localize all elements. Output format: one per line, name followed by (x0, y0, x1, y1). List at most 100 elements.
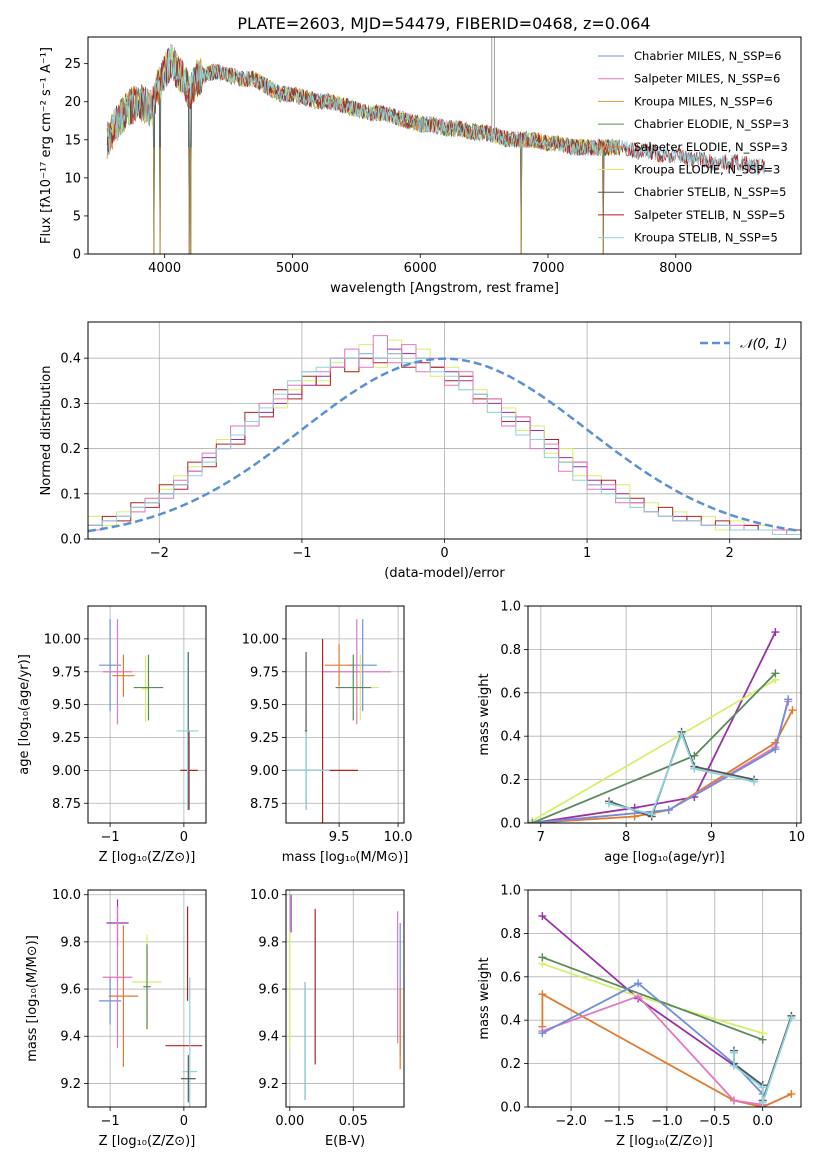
series-point (787, 1089, 796, 1098)
series-point (538, 953, 547, 962)
x-tick-label: 10.0 (384, 830, 413, 845)
x-tick-label: −1.0 (651, 1114, 683, 1129)
legend-label: Kroupa STELIB, N_SSP=5 (634, 231, 778, 245)
x-axis-label: Z [log₁₀(Z/Z⊙)] (616, 1134, 713, 1149)
series-point (677, 730, 686, 739)
y-tick-label: 9.25 (52, 731, 81, 746)
series-point (690, 751, 699, 760)
y-tick-label: 10.00 (242, 632, 279, 647)
series-point (758, 1098, 767, 1107)
y-tick-label: 0.4 (500, 730, 521, 745)
series-point (605, 799, 614, 808)
legend-label: Chabrier MILES, N_SSP=6 (634, 49, 781, 63)
y-tick-label: 0 (73, 248, 81, 263)
x-tick-label: 8 (622, 830, 630, 845)
x-axis-label: E(B-V) (325, 1134, 365, 1149)
legend-label: 𝒩(0, 1) (740, 337, 787, 352)
y-tick-label: 9.00 (52, 764, 81, 779)
y-tick-label: 0.1 (60, 487, 81, 502)
y-tick-label: 0.4 (60, 352, 81, 367)
series-point (771, 628, 780, 637)
series-line (531, 679, 776, 822)
y-tick-label: 10.0 (250, 888, 279, 903)
y-tick-label: 10.00 (44, 632, 81, 647)
y-tick-label: 0.0 (500, 1101, 521, 1116)
residuals-panel: −2 −1 0 1 2 0.0 0.1 0.2 0.3 0.4 (data-model)/error… (39, 321, 802, 581)
y-tick-label: 0.8 (500, 643, 521, 658)
y-tick-label: 9.2 (258, 1077, 279, 1092)
x-tick-label: 9 (707, 830, 715, 845)
y-tick-label: 9.6 (60, 983, 81, 998)
legend-label: Salpeter STELIB, N_SSP=5 (634, 208, 785, 222)
series-point (729, 1048, 738, 1057)
x-tick-label: 7000 (531, 261, 564, 276)
x-tick-label: −1 (292, 546, 311, 561)
x-tick-label: 5000 (276, 261, 309, 276)
y-tick-label: 9.50 (52, 698, 81, 713)
legend-label: Chabrier STELIB, N_SSP=5 (634, 185, 786, 199)
x-tick-label: −0.5 (699, 1114, 731, 1129)
y-tick-label: 1.0 (500, 600, 521, 615)
x-axis-label: age [log₁₀(age/yr)] (604, 850, 725, 865)
mass-vs-Z-panel: −1 0 9.2 9.4 9.6 9.8 10.0 Z [log₁₀(Z/Z⊙)] mass [… (25, 888, 207, 1149)
legend-label: Salpeter MILES, N_SSP=6 (634, 72, 780, 86)
series-point (750, 777, 759, 786)
x-tick-label: 4000 (148, 261, 181, 276)
series-point (538, 1029, 547, 1038)
x-tick-label: −1.5 (603, 1114, 635, 1129)
x-axis-label: wavelength [Angstrom, rest frame] (330, 281, 559, 296)
series-point (784, 695, 793, 704)
age-vs-mass-panel: 9.5 10.0 8.75 9.00 9.25 9.50 9.75 10.00 mass [lo… (242, 605, 413, 865)
histogram-series (88, 353, 801, 535)
y-tick-label: 9.6 (258, 983, 279, 998)
x-tick-label: −2.0 (555, 1114, 587, 1129)
series-point (729, 1096, 738, 1105)
y-axis-label: Flux [fλ10⁻¹⁷ erg cm⁻² s⁻¹ A⁻¹] (39, 47, 54, 244)
x-tick-label: 0 (440, 546, 448, 561)
line-group (528, 628, 797, 823)
age-vs-Z-panel: −1 0 8.75 9.00 9.25 9.50 9.75 10.00 Z [log₁₀(Z/Z… (17, 605, 207, 865)
series-point (771, 745, 780, 754)
x-axis-label: mass [log₁₀(M/M⊙)] (282, 850, 409, 865)
errorbar-group (99, 899, 203, 1107)
y-tick-label: 0.4 (500, 1014, 521, 1029)
y-tick-label: 9.00 (250, 764, 279, 779)
y-tick-label: 9.8 (258, 935, 279, 950)
y-axis-label: mass weight (477, 957, 492, 1039)
series-line (542, 956, 764, 1041)
y-tick-label: 0.2 (500, 773, 521, 788)
y-tick-label: 0.6 (500, 970, 521, 985)
axes-frame (87, 36, 802, 255)
x-tick-label: 0 (180, 1114, 188, 1129)
x-axis-label: Z [log₁₀(Z/Z⊙)] (99, 1134, 196, 1149)
x-tick-label: 2 (726, 546, 734, 561)
y-tick-label: 25 (64, 57, 81, 72)
series-point (787, 1014, 796, 1023)
errorbar-group (99, 619, 199, 810)
y-tick-label: 5 (73, 209, 81, 224)
y-tick-label: 8.75 (250, 797, 279, 812)
y-axis-label: Normed distribution (39, 366, 54, 496)
y-tick-label: 0.0 (60, 533, 81, 548)
y-tick-label: 9.25 (250, 731, 279, 746)
series-point (788, 706, 797, 715)
x-tick-label: 7 (537, 830, 545, 845)
figure-title: PLATE=2603, MJD=54479, FIBERID=0468, z=0… (237, 14, 650, 33)
series-point (634, 992, 643, 1001)
axes-frame (285, 605, 405, 824)
series-point (690, 764, 699, 773)
axes-frame (527, 889, 802, 1108)
y-tick-label: 20 (64, 95, 81, 110)
series-line (541, 982, 764, 1095)
y-tick-label: 0.6 (500, 686, 521, 701)
series-point (758, 1083, 767, 1092)
gaussian-curve (88, 357, 801, 533)
legend-label: Kroupa MILES, N_SSP=6 (634, 94, 773, 108)
series-point (528, 819, 537, 823)
y-tick-label: 15 (64, 133, 81, 148)
y-tick-label: 9.4 (60, 1030, 81, 1045)
y-tick-label: 0.2 (60, 442, 81, 457)
series-point (538, 990, 547, 999)
legend-label: Kroupa ELODIE, N_SSP=3 (634, 163, 780, 177)
